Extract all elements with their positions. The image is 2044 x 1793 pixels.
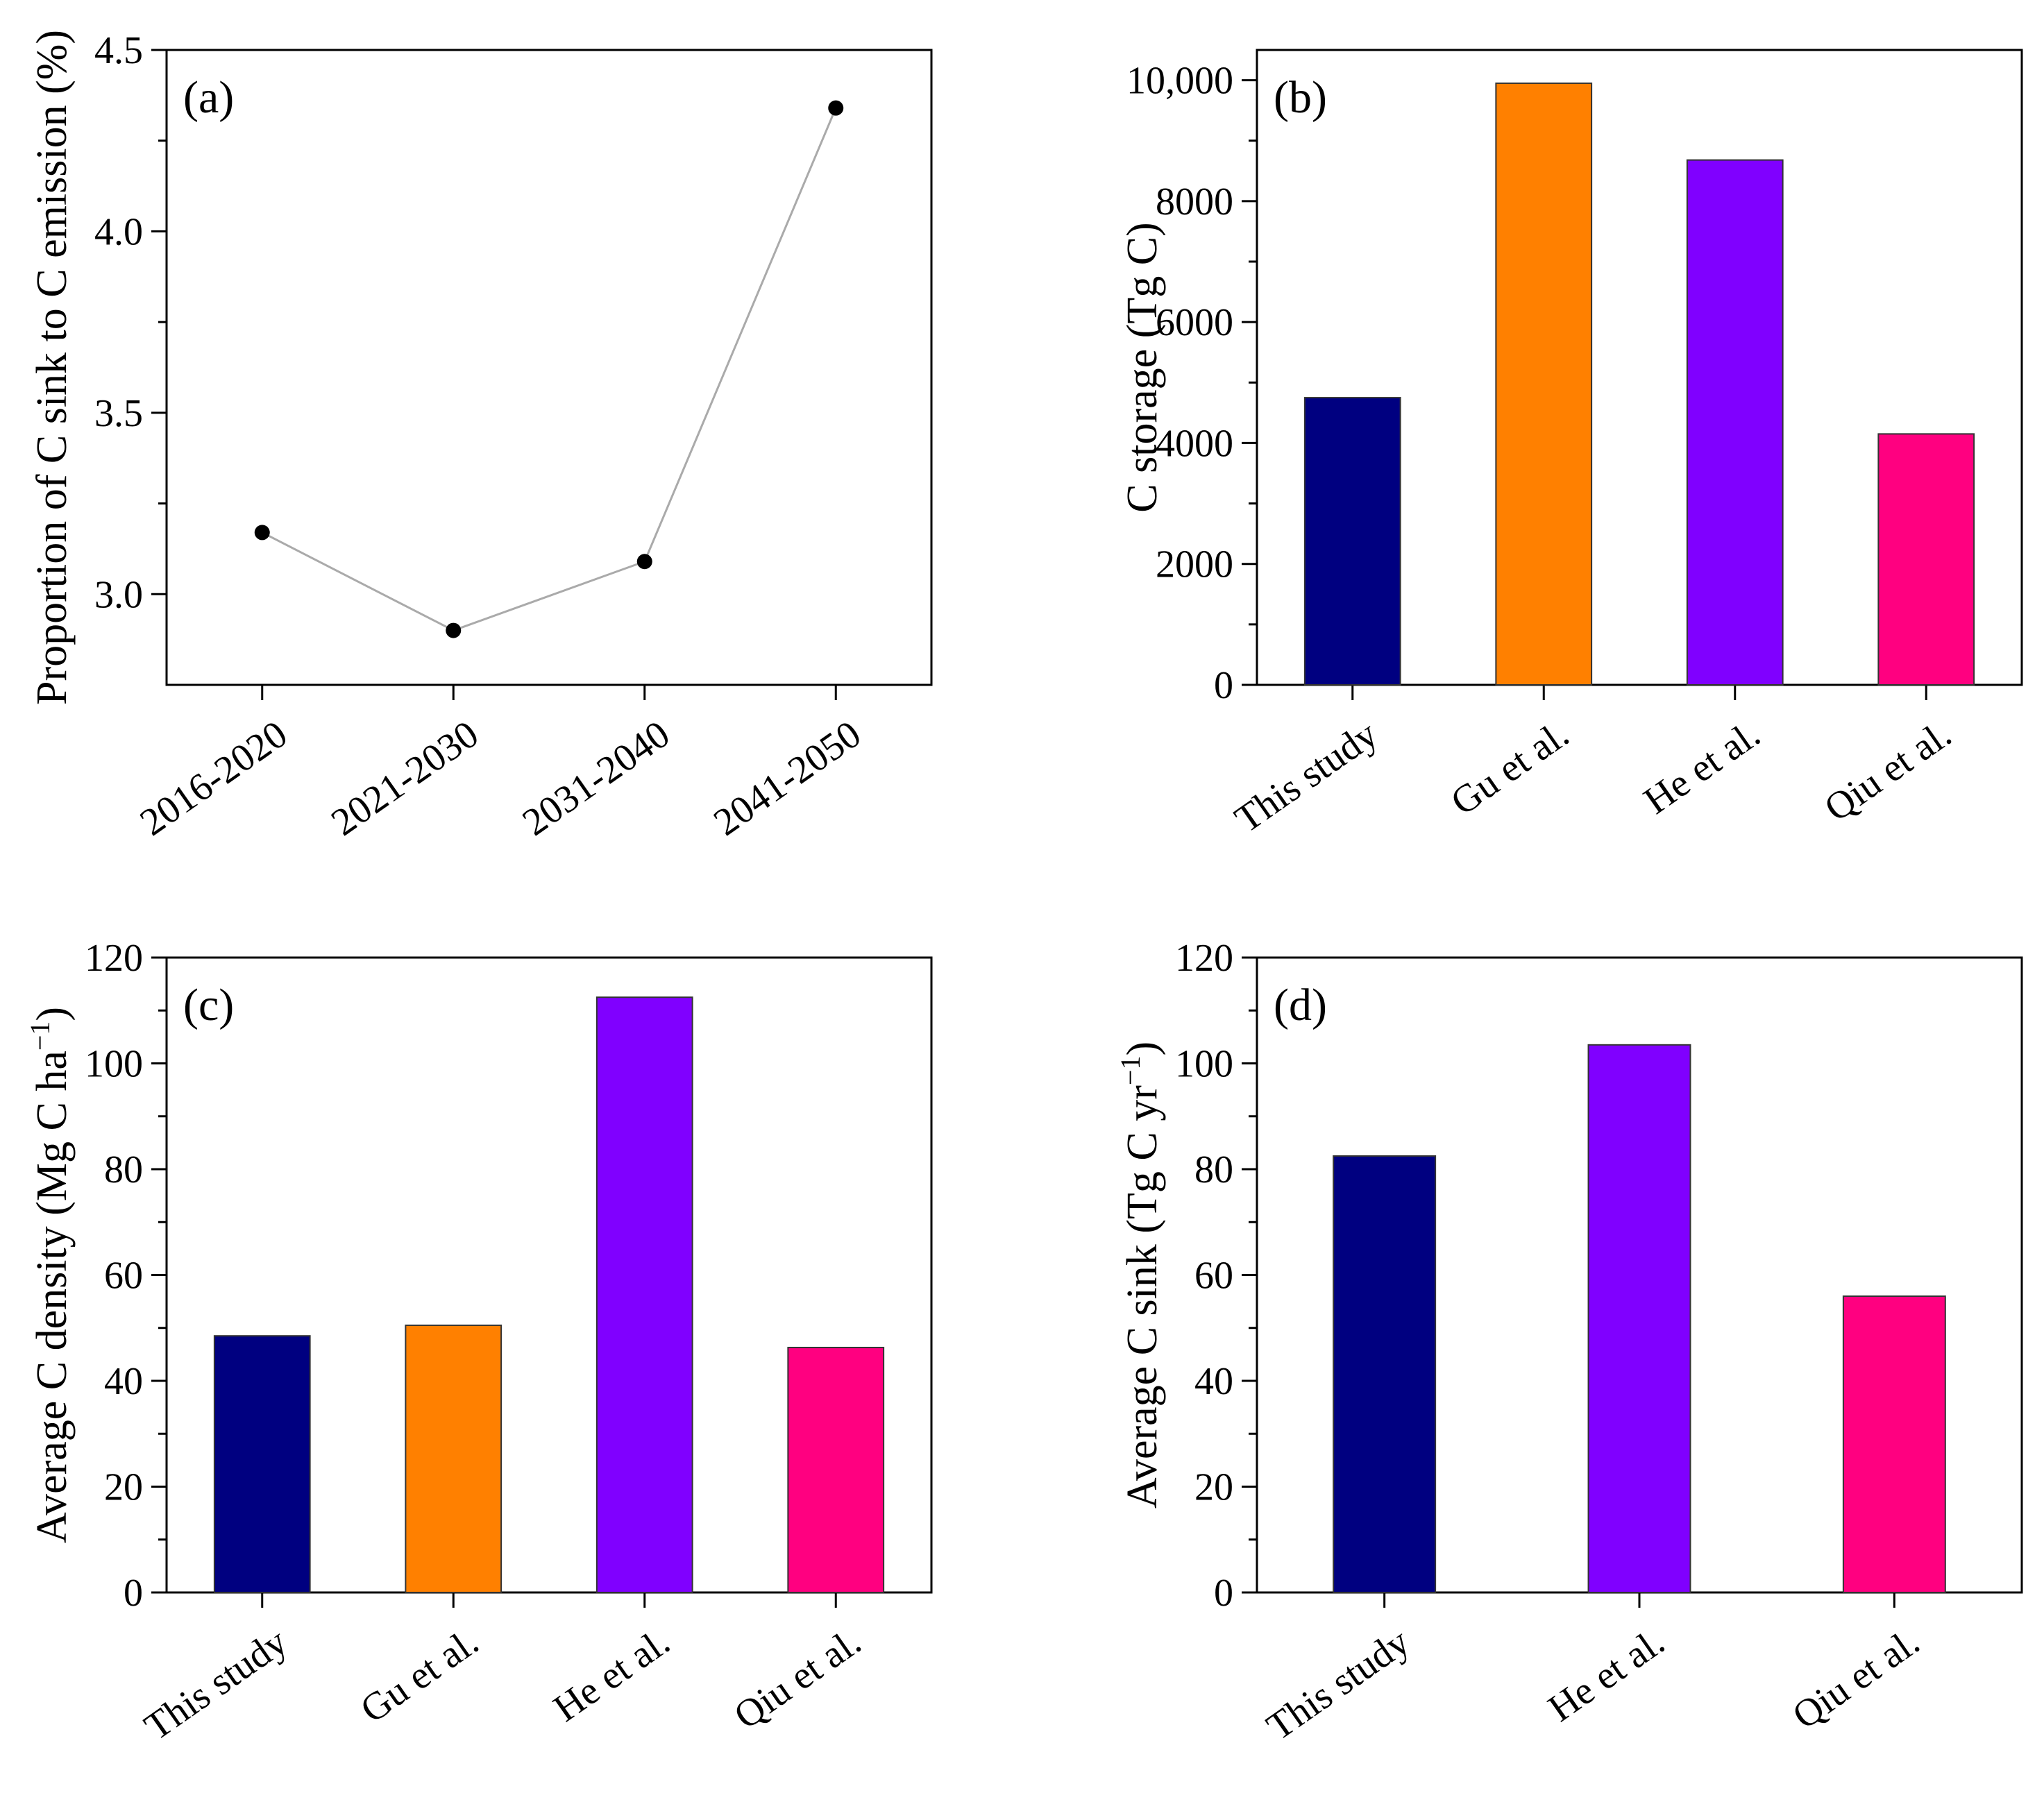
x-tick-label: This study bbox=[1227, 713, 1385, 842]
series-line bbox=[262, 108, 837, 632]
y-axis-title: Average C density (Mg C ha−1) bbox=[24, 1007, 76, 1543]
x-tick-label: Qiu et al. bbox=[1817, 713, 1959, 830]
y-tick-label: 80 bbox=[104, 1148, 143, 1191]
bar-this-study bbox=[1333, 1155, 1437, 1593]
bar-gu-et-al bbox=[405, 1324, 502, 1593]
y-tick-label: 40 bbox=[1194, 1360, 1233, 1403]
y-axis-title: C storage (Tg C) bbox=[1119, 222, 1166, 512]
data-point bbox=[254, 525, 270, 541]
bar-this-study bbox=[213, 1335, 311, 1593]
y-axis-title-superscript: −1 bbox=[24, 1021, 56, 1051]
x-tick-label: Qiu et al. bbox=[1785, 1620, 1927, 1737]
y-axis-title-suffix: ) bbox=[1119, 1042, 1166, 1056]
x-tick-label: Gu et al. bbox=[1443, 713, 1576, 824]
y-axis-title-text: C storage (Tg C) bbox=[1119, 222, 1166, 512]
bar-gu-et-al bbox=[1495, 82, 1593, 686]
x-tick-label: He et al. bbox=[546, 1620, 678, 1731]
x-tick-label: He et al. bbox=[1637, 713, 1768, 823]
y-tick-label: 4.0 bbox=[94, 210, 143, 253]
y-tick-label: 3.0 bbox=[94, 573, 143, 616]
panel-label: (a) bbox=[183, 72, 234, 123]
y-tick-label: 0 bbox=[1214, 1572, 1233, 1615]
y-tick-label: 2000 bbox=[1156, 543, 1233, 586]
y-axis-title: Average C sink (Tg C yr−1) bbox=[1115, 1042, 1166, 1509]
y-tick-label: 100 bbox=[1175, 1043, 1233, 1086]
bar-he-et-al bbox=[596, 996, 693, 1593]
x-tick-label: Gu et al. bbox=[353, 1620, 486, 1732]
bar-qiu-et-al bbox=[787, 1346, 885, 1594]
bar-this-study bbox=[1303, 397, 1401, 686]
bar-qiu-et-al bbox=[1877, 433, 1975, 686]
data-point bbox=[828, 100, 844, 116]
y-axis-title: Proportion of C sink to C emission (%) bbox=[28, 30, 76, 705]
chart-panel-d: 0 20 40 60 80 100 120 This study He et al. Qiu et… bbox=[1115, 937, 2023, 1749]
y-tick-label: 60 bbox=[1194, 1255, 1233, 1298]
panel-label: (d) bbox=[1274, 980, 1327, 1030]
y-axis-title-text: Proportion of C sink to C emission (%) bbox=[28, 30, 76, 705]
y-tick-label: 20 bbox=[1194, 1466, 1233, 1509]
y-tick-label: 40 bbox=[104, 1360, 143, 1403]
panel-label: (c) bbox=[183, 980, 234, 1030]
y-tick-label: 4000 bbox=[1156, 422, 1233, 465]
plot-frame bbox=[165, 49, 933, 686]
y-tick-label: 80 bbox=[1194, 1148, 1233, 1191]
y-tick-label: 100 bbox=[85, 1043, 143, 1086]
bar-he-et-al bbox=[1587, 1044, 1691, 1593]
y-tick-label: 0 bbox=[1214, 664, 1233, 707]
y-axis-title-superscript: −1 bbox=[1115, 1055, 1146, 1085]
y-tick-label: 0 bbox=[124, 1572, 143, 1615]
bar-he-et-al bbox=[1686, 159, 1784, 686]
chart-panel-b: 0 2000 4000 6000 8000 10,000 This study Gu et a… bbox=[1119, 49, 2023, 842]
x-tick-label: This study bbox=[1259, 1620, 1417, 1749]
y-tick-label: 6000 bbox=[1156, 301, 1233, 344]
y-tick-label: 4.5 bbox=[94, 29, 143, 72]
y-tick-label: 10,000 bbox=[1126, 60, 1233, 103]
y-tick-label: 8000 bbox=[1156, 180, 1233, 223]
y-axis-title-text: Average C density (Mg C ha bbox=[28, 1051, 76, 1543]
y-axis-title-text: Average C sink (Tg C yr bbox=[1119, 1085, 1166, 1509]
panel-label: (b) bbox=[1274, 72, 1327, 123]
y-tick-label: 20 bbox=[104, 1466, 143, 1509]
x-tick-label: This study bbox=[137, 1620, 295, 1749]
chart-panel-a: 3.0 3.5 4.0 4.5 2016-2020 2021-2030 2031-2040 2… bbox=[28, 29, 933, 844]
chart-panel-c: 0 20 40 60 80 100 120 This study Gu et al. He et … bbox=[24, 937, 933, 1749]
x-tick-label: 2041-2050 bbox=[706, 713, 868, 844]
x-tick-label: 2021-2030 bbox=[323, 713, 486, 844]
x-tick-label: Qiu et al. bbox=[727, 1620, 869, 1737]
plot-frame bbox=[1256, 49, 2023, 686]
y-tick-label: 60 bbox=[104, 1255, 143, 1298]
x-tick-label: 2031-2040 bbox=[515, 713, 677, 844]
y-tick-label: 120 bbox=[85, 937, 143, 980]
data-point bbox=[446, 622, 462, 638]
data-point bbox=[636, 554, 652, 570]
bar-qiu-et-al bbox=[1842, 1295, 1946, 1593]
y-tick-label: 3.5 bbox=[94, 392, 143, 435]
y-tick-label: 120 bbox=[1175, 937, 1233, 980]
x-tick-label: He et al. bbox=[1541, 1620, 1673, 1731]
y-axis-title-suffix: ) bbox=[28, 1007, 76, 1021]
x-tick-label: 2016-2020 bbox=[133, 713, 295, 844]
